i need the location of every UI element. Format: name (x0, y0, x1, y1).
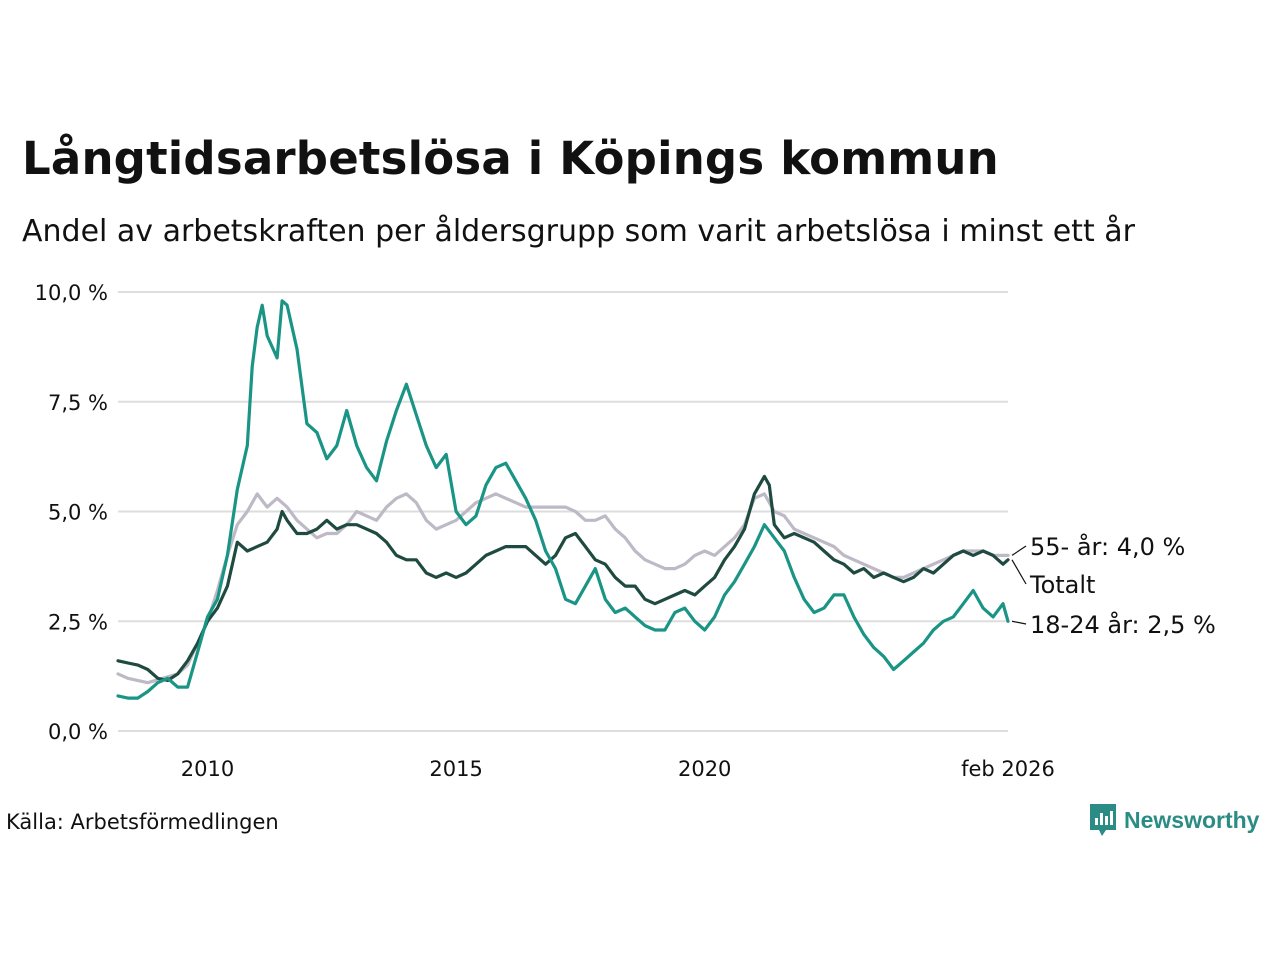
brand-logo: Newsworthy (1088, 802, 1259, 838)
line-chart: 0,0 % 2,5 % 5,0 % 7,5 % 10,0 % 2010 2015 2020 f… (35, 281, 1216, 781)
x-tick-label: 2010 (181, 757, 234, 781)
end-label-old: 55- år: 4,0 % (1030, 532, 1185, 561)
series-line-total (116, 474, 1010, 683)
y-tick-label: 10,0 % (35, 281, 108, 305)
x-axis-labels: 2010 2015 2020 feb 2026 (181, 757, 1055, 781)
leader-line-old (1011, 545, 1027, 556)
newsworthy-logo-icon (1090, 804, 1116, 836)
y-tick-label: 2,5 % (48, 610, 108, 634)
leader-line-total (1011, 559, 1027, 585)
series-end-labels: 55- år: 4,0 % Totalt 18-24 år: 2,5 % (1011, 532, 1216, 639)
chart-subtitle: Andel av arbetskraften per åldersgrupp s… (22, 214, 1135, 249)
series-lines (116, 299, 1010, 700)
series-line-old (116, 492, 1010, 685)
x-tick-label: 2015 (429, 757, 482, 781)
end-label-young: 18-24 år: 2,5 % (1030, 610, 1216, 639)
y-axis-labels: 0,0 % 2,5 % 5,0 % 7,5 % 10,0 % (35, 281, 108, 744)
gridlines (118, 291, 1008, 732)
brand-name: Newsworthy (1124, 806, 1260, 833)
y-tick-label: 0,0 % (48, 720, 108, 744)
x-tick-label: 2020 (678, 757, 731, 781)
x-tick-label: feb 2026 (961, 757, 1055, 781)
chart-title: Långtidsarbetslösa i Köpings kommun (22, 132, 999, 185)
source-note: Källa: Arbetsförmedlingen (6, 810, 279, 834)
series-line-young (116, 299, 1010, 700)
end-label-total: Totalt (1029, 571, 1095, 599)
y-tick-label: 5,0 % (48, 501, 108, 525)
leader-line-young (1011, 620, 1027, 625)
y-tick-label: 7,5 % (48, 391, 108, 415)
